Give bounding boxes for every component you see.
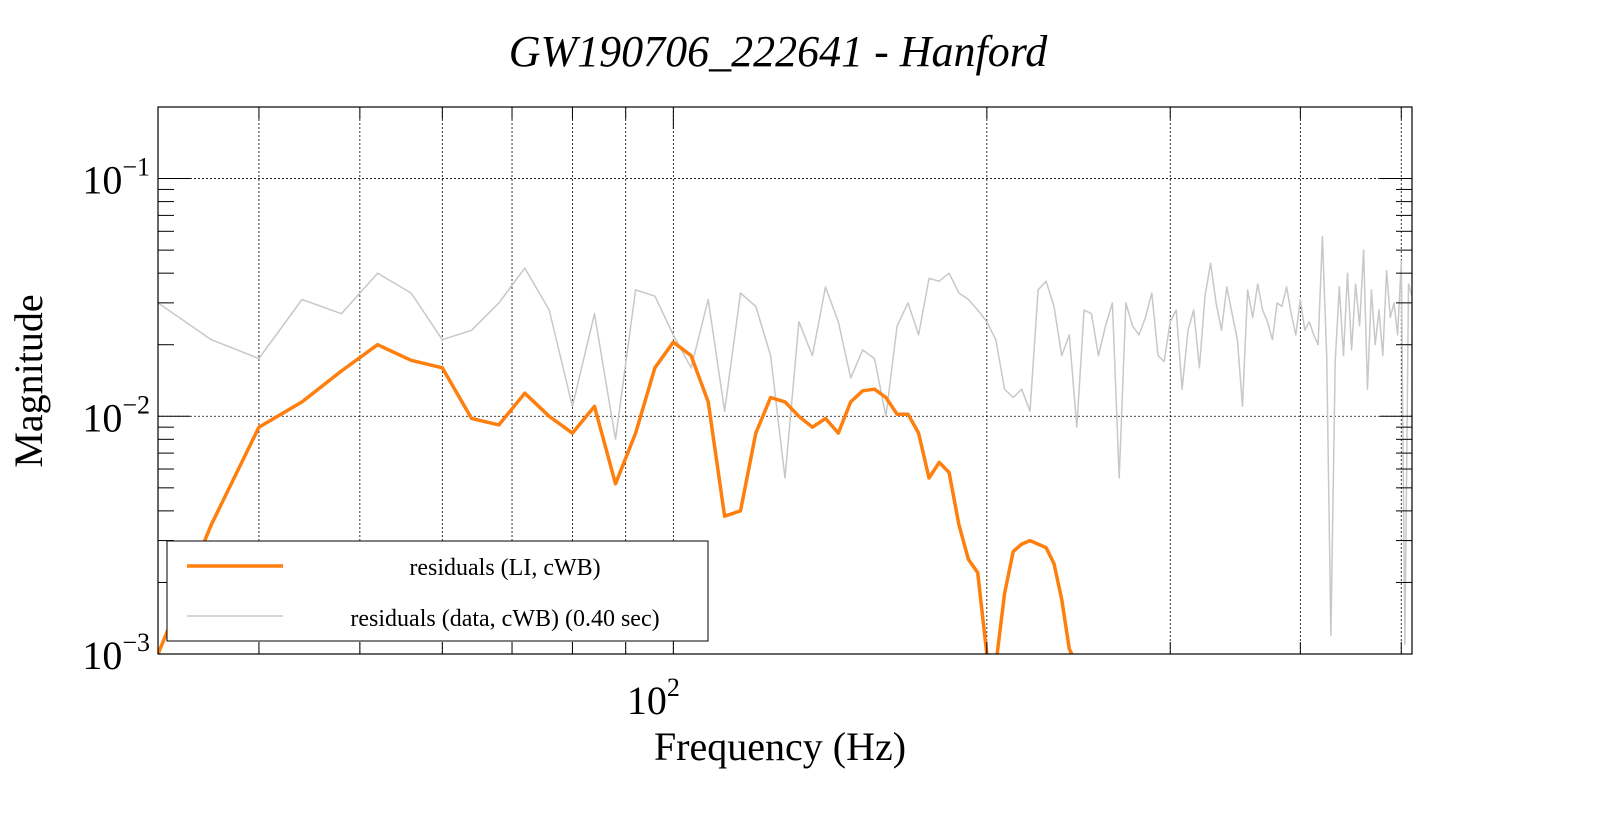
- legend-label-data: residuals (data, cWB) (0.40 sec): [350, 606, 659, 632]
- axis-ticks: [158, 106, 1412, 655]
- chart-title: GW190706_222641 - Hanford: [509, 27, 1049, 76]
- y-tick-label: 10−1: [82, 153, 150, 203]
- axis-tick-labels: 10−1 10−2 10−3 102: [82, 153, 680, 723]
- x-tick-label: 102: [627, 673, 680, 723]
- y-tick-label: 10−2: [82, 390, 150, 440]
- y-axis-label: Magnitude: [6, 294, 51, 467]
- legend-box: [166, 540, 709, 642]
- y-tick-label: 10−3: [82, 628, 150, 678]
- legend-label-li: residuals (LI, cWB): [409, 555, 600, 581]
- plot-frame: [157, 106, 1413, 655]
- series-line-li: [158, 340, 1074, 654]
- x-axis-label: Frequency (Hz): [654, 724, 906, 769]
- series-line-data: [158, 235, 1412, 645]
- grid: [158, 107, 1412, 654]
- legend: residuals (LI, cWB) residuals (data, cWB…: [166, 540, 709, 642]
- series-group: [158, 235, 1412, 654]
